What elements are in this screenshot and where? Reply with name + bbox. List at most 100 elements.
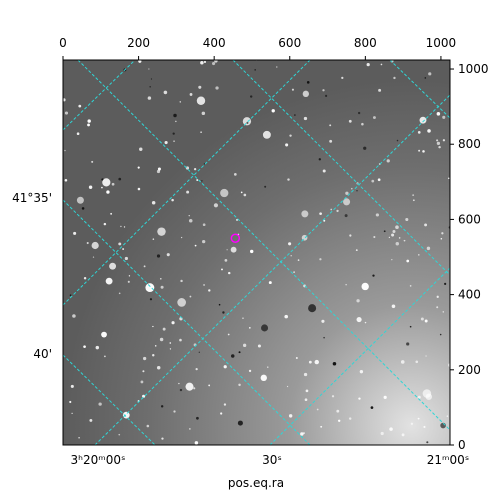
star: [395, 242, 400, 246]
grid-line: [77, 60, 450, 431]
star: [306, 81, 310, 84]
star: [70, 384, 74, 388]
star: [138, 60, 142, 63]
star: [436, 112, 441, 116]
dec-label: 41°35': [12, 191, 52, 205]
star: [127, 280, 130, 283]
grid-line: [63, 354, 156, 445]
x-tick-label: 800: [354, 36, 377, 50]
star: [271, 109, 275, 113]
star: [318, 158, 322, 161]
star: [348, 119, 352, 123]
star: [76, 132, 80, 135]
star: [180, 279, 183, 283]
star: [392, 230, 396, 234]
star: [73, 231, 77, 235]
star: [87, 119, 91, 123]
star: [146, 424, 150, 428]
star: [444, 282, 447, 285]
star: [149, 298, 153, 301]
grid-line: [269, 267, 450, 445]
star: [175, 120, 177, 123]
star: [71, 412, 73, 415]
star: [372, 274, 375, 277]
star: [194, 441, 199, 445]
star: [423, 425, 426, 429]
star: [159, 337, 164, 342]
star: [386, 159, 390, 163]
star: [325, 94, 328, 97]
star: [436, 139, 439, 142]
star: [157, 227, 166, 236]
star: [171, 198, 174, 202]
star: [169, 348, 172, 350]
star: [201, 111, 206, 116]
star: [106, 190, 110, 194]
star: [83, 345, 86, 349]
star: [118, 292, 121, 295]
star: [147, 96, 152, 100]
star: [356, 190, 358, 192]
star: [361, 122, 364, 126]
star: [140, 380, 144, 384]
star: [262, 130, 271, 139]
star: [348, 417, 352, 420]
star: [300, 432, 304, 436]
star: [412, 199, 415, 202]
star: [189, 428, 191, 430]
star: [391, 304, 396, 309]
star: [214, 60, 218, 63]
star: [329, 124, 332, 127]
star: [427, 129, 431, 133]
star: [322, 89, 325, 92]
marker: [230, 233, 241, 243]
star: [417, 131, 421, 134]
star: [410, 422, 414, 425]
star: [218, 303, 221, 306]
star: [105, 277, 113, 285]
star: [286, 385, 289, 388]
star: [188, 215, 190, 217]
star: [92, 256, 95, 258]
star: [189, 93, 193, 96]
star: [89, 418, 93, 422]
star: [349, 234, 352, 237]
star: [202, 223, 206, 227]
star: [285, 143, 289, 147]
star: [104, 355, 106, 358]
star: [242, 117, 252, 126]
ra-label: 21ᵐ00ˢ: [427, 453, 470, 467]
star: [198, 351, 200, 353]
star: [238, 383, 241, 387]
star: [426, 246, 431, 251]
star: [179, 338, 182, 342]
star: [366, 62, 370, 67]
grid-line: [232, 60, 450, 276]
star: [436, 306, 439, 309]
star: [370, 406, 374, 410]
star: [295, 356, 298, 359]
star: [406, 342, 410, 346]
star: [103, 222, 107, 226]
star: [166, 253, 170, 257]
star: [305, 389, 309, 393]
star: [438, 145, 441, 149]
star: [221, 268, 223, 271]
star: [391, 259, 393, 261]
star: [436, 141, 441, 146]
star: [101, 186, 103, 189]
star: [215, 86, 219, 90]
star: [172, 132, 175, 135]
star: [202, 239, 206, 244]
star: [293, 271, 295, 273]
star: [149, 86, 151, 88]
coordinate-grid: [63, 60, 450, 445]
star: [193, 387, 196, 390]
x-tick-label: 0: [59, 36, 67, 50]
star: [389, 427, 393, 431]
star: [101, 331, 107, 338]
star: [195, 368, 198, 371]
star: [289, 134, 292, 137]
star: [364, 321, 367, 324]
star: [160, 405, 164, 408]
